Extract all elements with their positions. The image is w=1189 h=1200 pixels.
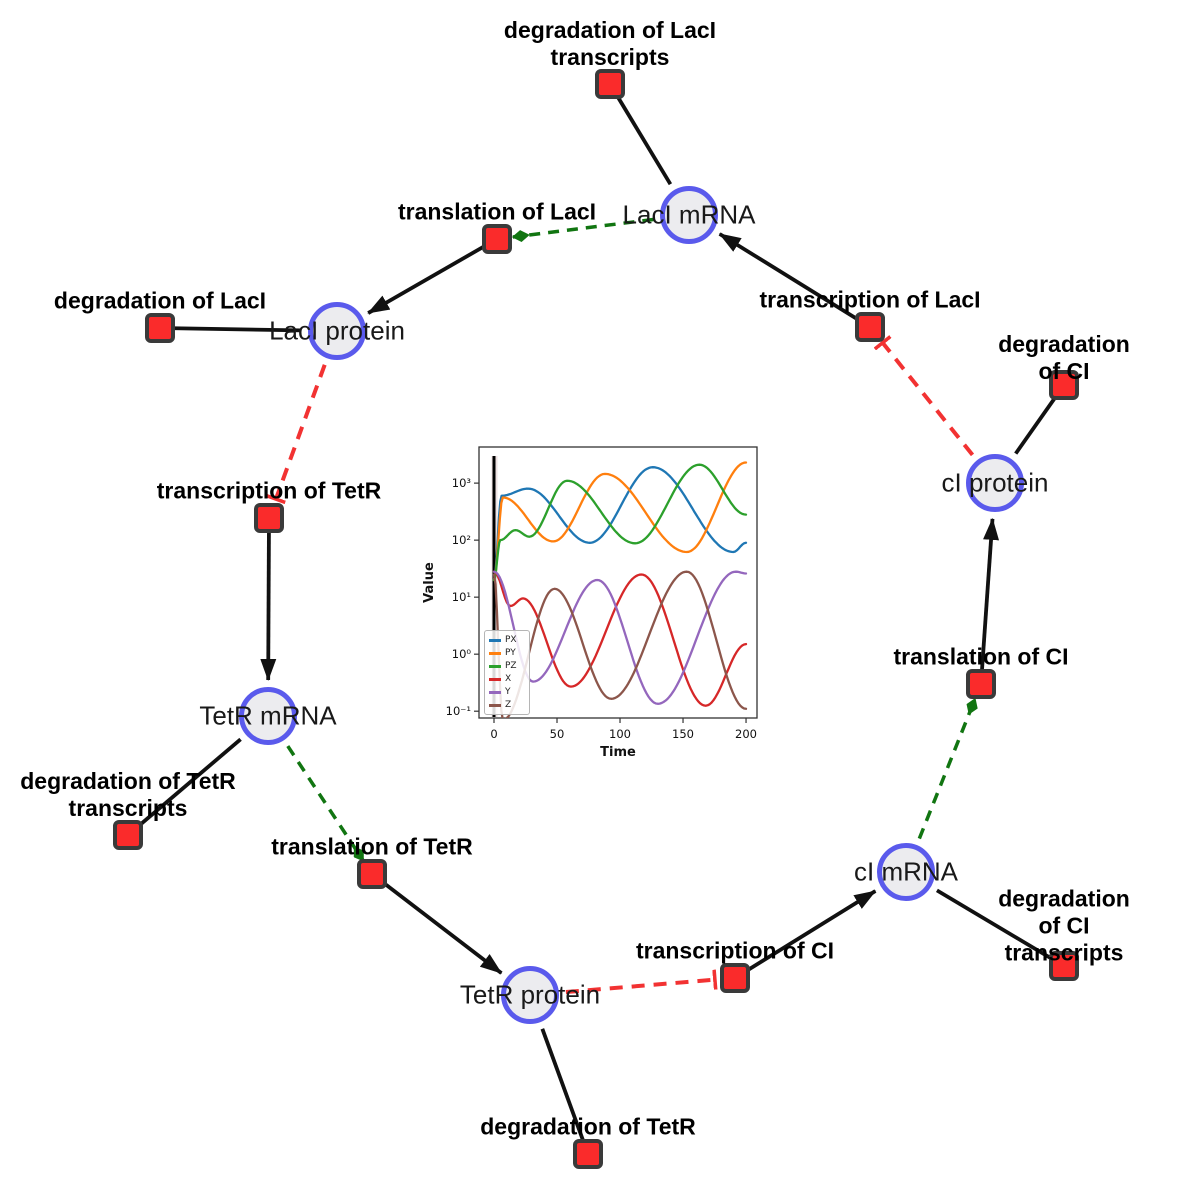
species-node-laci-protein bbox=[308, 302, 366, 360]
reaction-label-translation-of-tetr: translation of TetR bbox=[271, 833, 473, 860]
legend-label-y: Y bbox=[505, 687, 511, 697]
series-line-PX bbox=[492, 466, 748, 582]
reaction-node-translation-of-ci bbox=[966, 669, 996, 699]
legend-row-px: PX bbox=[489, 634, 525, 647]
x-tick-label: 100 bbox=[609, 727, 631, 741]
reaction-label-transcription-of-ci: transcription of CI bbox=[635, 937, 835, 964]
series-line-X bbox=[492, 570, 748, 707]
y-tick-label: 10⁰ bbox=[452, 647, 472, 661]
reaction-node-degradation-of-ci bbox=[1049, 370, 1079, 400]
legend-line-pz bbox=[489, 665, 501, 668]
legend-row-pz: PZ bbox=[489, 660, 525, 673]
edge-inhibitor-laci_protein-to-tx_tetr bbox=[265, 364, 327, 505]
species-node-ci-protein bbox=[966, 454, 1024, 512]
series-line-PY bbox=[492, 461, 748, 582]
y-axis-label: Value bbox=[422, 562, 437, 603]
reaction-label-degradation-of-tetr: degradation of TetR bbox=[480, 1113, 696, 1140]
reaction-label-transcription-of-tetr: transcription of TetR bbox=[156, 477, 382, 504]
species-node-ci-mrna bbox=[877, 843, 935, 901]
edge-reactant-ci_mrna-to-deg_ci_tx bbox=[935, 888, 1065, 968]
legend-row-py: PY bbox=[489, 647, 525, 660]
species-label-laci-protein: LacI protein bbox=[269, 315, 405, 346]
edge-layer bbox=[126, 83, 1066, 1155]
reaction-label-degradation-of-laci: degradation of LacI bbox=[53, 287, 267, 314]
edge-product-tx_ci-to-ci_mrna bbox=[733, 889, 877, 980]
edge-product-tl_tetr-to-tetr_protein bbox=[370, 872, 503, 975]
series-line-PZ bbox=[492, 463, 748, 582]
series-line-Z bbox=[492, 570, 748, 718]
edge-product-tx_tetr-to-tetr_mrna bbox=[260, 517, 277, 682]
reaction-label-degradation-of-ci: degradation of CI bbox=[998, 331, 1130, 384]
reaction-node-transcription-of-laci bbox=[855, 312, 885, 342]
reaction-node-degradation-of-ci-transcripts bbox=[1049, 951, 1079, 981]
reaction-label-degradation-of-ci-transcripts: degradation of CI transcripts bbox=[998, 885, 1130, 966]
reaction-label-translation-of-ci: translation of CI bbox=[893, 643, 1069, 670]
edge-product-tl_laci-to-laci_protein bbox=[367, 237, 498, 315]
edge-reactant-tetr_mrna-to-deg_tetr_tx bbox=[126, 737, 242, 837]
x-tick-label: 50 bbox=[550, 727, 565, 741]
reaction-label-degradation-of-laci-transcripts: degradation of LacI transcripts bbox=[503, 17, 717, 70]
reaction-node-degradation-of-laci bbox=[145, 313, 175, 343]
species-label-ci-mrna: cI mRNA bbox=[854, 856, 958, 887]
species-node-tetr-mrna bbox=[239, 687, 297, 745]
legend-row-x: X bbox=[489, 673, 525, 686]
legend-label-py: PY bbox=[505, 648, 516, 658]
reaction-label-translation-of-laci: translation of LacI bbox=[397, 198, 597, 225]
edge-inhibitor-tetr_protein-to-tx_ci bbox=[565, 969, 718, 995]
legend-label-px: PX bbox=[505, 635, 517, 645]
edge-product-tl_ci-to-ci_protein bbox=[979, 517, 1000, 685]
legend-row-z: Z bbox=[489, 699, 525, 712]
reaction-node-translation-of-laci bbox=[482, 224, 512, 254]
series-line-Y bbox=[492, 570, 748, 705]
edge-inhibitor-ci_protein-to-tx_laci bbox=[873, 335, 975, 457]
y-tick-label: 10¹ bbox=[452, 590, 471, 604]
x-tick-label: 0 bbox=[490, 727, 497, 741]
reaction-label-degradation-of-tetr-transcripts: degradation of TetR transcripts bbox=[20, 768, 236, 821]
legend-line-y bbox=[489, 691, 501, 694]
simulation-plot: 0 50 100 150 200 10³ 10² 10¹ 10⁰ 10⁻¹ Time Value bbox=[422, 446, 758, 760]
reaction-node-degradation-of-tetr-transcripts bbox=[113, 820, 143, 850]
y-tick-label: 10⁻¹ bbox=[446, 704, 471, 718]
species-label-ci-protein: cI protein bbox=[941, 467, 1049, 498]
legend-line-x bbox=[489, 678, 501, 681]
y-tick-label: 10² bbox=[452, 533, 471, 547]
reaction-node-translation-of-tetr bbox=[357, 859, 387, 889]
species-node-laci-mrna bbox=[660, 186, 718, 244]
edge-reactant-laci_mrna-to-deg_laci_tx bbox=[608, 83, 673, 186]
reaction-node-transcription-of-tetr bbox=[254, 503, 284, 533]
edge-reactant-laci_protein-to-deg_laci bbox=[159, 326, 302, 333]
reaction-label-transcription-of-laci: transcription of LacI bbox=[759, 286, 981, 313]
legend-label-x: X bbox=[505, 674, 512, 684]
species-label-laci-mrna: LacI mRNA bbox=[622, 199, 756, 230]
legend-line-z bbox=[489, 704, 501, 707]
x-axis-label: Time bbox=[600, 745, 636, 760]
plot-legend: PX PY PZ X Y Z bbox=[484, 630, 530, 715]
edge-modifier-laci_mrna-to-tl_laci bbox=[511, 217, 654, 242]
reaction-node-degradation-of-laci-transcripts bbox=[595, 69, 625, 99]
reaction-node-degradation-of-tetr bbox=[573, 1139, 603, 1169]
edge-product-tx_laci-to-laci_mrna bbox=[718, 232, 871, 329]
species-label-tetr-mrna: TetR mRNA bbox=[199, 700, 337, 731]
legend-line-py bbox=[489, 652, 501, 655]
legend-label-pz: PZ bbox=[505, 661, 517, 671]
edge-reactant-tetr_protein-to-deg_tetr bbox=[540, 1028, 590, 1155]
reaction-node-transcription-of-ci bbox=[720, 963, 750, 993]
x-tick-label: 150 bbox=[672, 727, 694, 741]
y-tick-label: 10³ bbox=[452, 476, 472, 490]
edge-modifier-ci_mrna-to-tl_ci bbox=[917, 697, 978, 840]
legend-row-y: Y bbox=[489, 686, 525, 699]
legend-label-z: Z bbox=[505, 700, 512, 710]
legend-line-px bbox=[489, 639, 501, 642]
species-label-tetr-protein: TetR protein bbox=[459, 979, 601, 1010]
edge-modifier-tetr_mrna-to-tl_tetr bbox=[286, 745, 365, 862]
x-tick-label: 200 bbox=[735, 727, 757, 741]
species-node-tetr-protein bbox=[501, 966, 559, 1024]
